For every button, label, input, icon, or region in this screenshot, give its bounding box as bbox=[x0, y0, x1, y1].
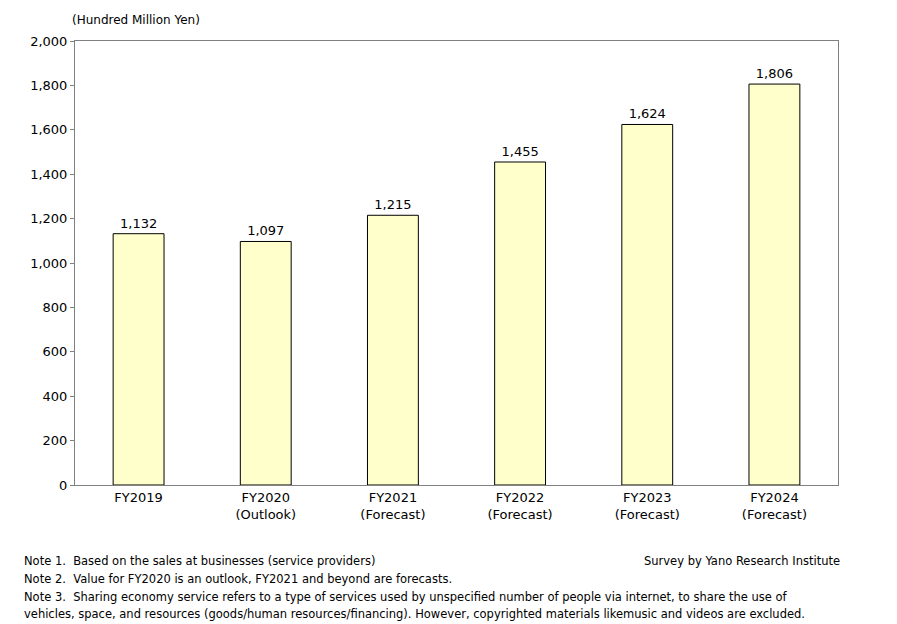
svg-text:1,806: 1,806 bbox=[756, 66, 793, 81]
svg-text:0: 0 bbox=[59, 478, 67, 493]
svg-text:1,624: 1,624 bbox=[629, 106, 666, 121]
svg-text:1,215: 1,215 bbox=[374, 197, 411, 212]
svg-text:1,600: 1,600 bbox=[30, 122, 67, 137]
svg-text:200: 200 bbox=[43, 433, 68, 448]
svg-text:1,800: 1,800 bbox=[30, 78, 67, 93]
svg-text:2,000: 2,000 bbox=[30, 34, 67, 49]
svg-text:FY2019: FY2019 bbox=[114, 490, 163, 505]
svg-text:1,400: 1,400 bbox=[30, 167, 67, 182]
svg-text:1,000: 1,000 bbox=[30, 256, 67, 271]
svg-text:FY2024(Forecast): FY2024(Forecast) bbox=[742, 490, 807, 522]
svg-text:1,455: 1,455 bbox=[501, 144, 538, 159]
svg-text:Note 2. Value for FY2020 is a: Note 2. Value for FY2020 is an outlook, … bbox=[24, 572, 452, 586]
svg-text:FY2020(Outlook): FY2020(Outlook) bbox=[235, 490, 296, 522]
svg-text:(Hundred Million Yen): (Hundred Million Yen) bbox=[72, 13, 200, 27]
svg-text:FY2021(Forecast): FY2021(Forecast) bbox=[360, 490, 425, 522]
svg-text:FY2023(Forecast): FY2023(Forecast) bbox=[615, 490, 680, 522]
svg-text:FY2022(Forecast): FY2022(Forecast) bbox=[488, 490, 553, 522]
svg-text:400: 400 bbox=[43, 389, 68, 404]
svg-text:800: 800 bbox=[43, 300, 68, 315]
svg-text:Note 3. Sharing economy servi: Note 3. Sharing economy service refers t… bbox=[24, 590, 788, 604]
svg-text:Note 1. Based on the sales at: Note 1. Based on the sales at businesses… bbox=[24, 554, 375, 568]
svg-text:1,200: 1,200 bbox=[30, 211, 67, 226]
svg-text:Survey by Yano Research Instit: Survey by Yano Research Institute bbox=[644, 554, 840, 568]
svg-text:1,132: 1,132 bbox=[120, 216, 157, 231]
svg-text:600: 600 bbox=[43, 344, 68, 359]
svg-text:1,097: 1,097 bbox=[247, 223, 284, 238]
svg-text:vehicles, space, and resources: vehicles, space, and resources (goods/hu… bbox=[24, 607, 805, 621]
